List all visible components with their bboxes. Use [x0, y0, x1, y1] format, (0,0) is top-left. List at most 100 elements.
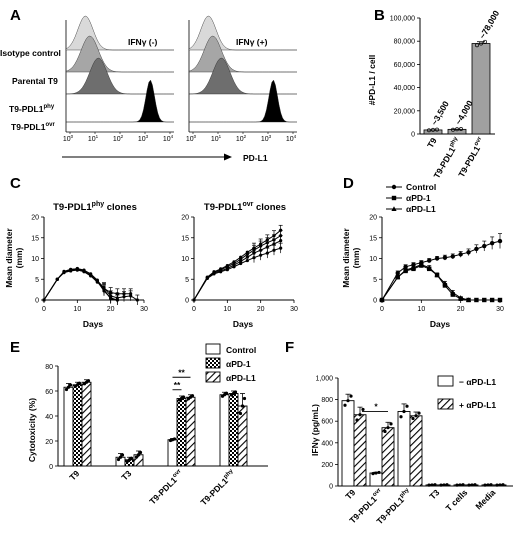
marker-circle [427, 258, 432, 263]
d-xlabel: Days [430, 319, 451, 329]
marker-circle [474, 246, 479, 252]
ytick-label: 0 [35, 298, 39, 305]
f-point [417, 411, 421, 415]
hist-peak-3 [189, 79, 297, 123]
f-point [343, 403, 347, 407]
f-point [483, 483, 487, 487]
e-point [116, 457, 121, 462]
marker-circle [225, 268, 229, 272]
marker-circle [135, 298, 139, 302]
legend-circle-icon [391, 184, 397, 190]
ytick-label: 20 [31, 215, 39, 222]
f-bar [341, 400, 355, 487]
ytick-label: 15 [369, 235, 377, 242]
marker-triangle [450, 289, 456, 295]
f-point [386, 426, 390, 430]
ytick-label: 0 [373, 298, 377, 305]
row-label-phy: T9-PDL1phy [9, 104, 55, 114]
legend-square-icon [391, 195, 397, 201]
c1-xlabel: Days [83, 319, 104, 329]
xtick-label: 30 [140, 306, 148, 313]
f-point [377, 470, 381, 475]
hist-peak-3 [66, 79, 174, 123]
f-legend-swatch [437, 398, 454, 410]
marker-circle [265, 245, 269, 249]
b-ytick-label: 20,000 [394, 108, 416, 115]
ytick-label: 20 [369, 215, 377, 222]
e-point [136, 453, 141, 457]
f-ylabel: IFNγ (pg/mL) [310, 404, 320, 456]
xtick-label: 30 [290, 306, 298, 313]
e-point [238, 411, 243, 416]
marker-triangle [403, 267, 409, 273]
series-line [43, 269, 131, 301]
marker-square [497, 297, 503, 303]
e-point [190, 394, 195, 398]
e-point [240, 404, 245, 408]
xtick-label: 20 [457, 306, 465, 313]
ytick-label: 0 [185, 298, 189, 305]
chart-c-ovr: 0 5 10 15 20 0 10 20 30 [181, 215, 298, 314]
e-point [224, 391, 229, 395]
f-ytick-label: 400 [321, 440, 333, 447]
f-point [486, 483, 490, 487]
f-point [405, 404, 409, 408]
f-point [461, 483, 465, 487]
marker-circle [122, 295, 126, 299]
f-point [371, 472, 375, 476]
marker-circle [192, 298, 196, 302]
marker-circle [95, 279, 99, 283]
f-category-label: T3 [427, 487, 441, 501]
f-point [455, 483, 459, 487]
e-bar [63, 386, 74, 467]
e-legend-swatch [205, 371, 221, 383]
series-line [381, 240, 501, 301]
panel-b-label: B [374, 7, 385, 24]
row-label-isotype: Isotype control [0, 48, 61, 58]
f-point [389, 422, 393, 426]
panel-e-label: E [10, 339, 20, 356]
marker-circle [466, 250, 471, 255]
histogram-ifng-neg: 100 101 102 103 104 [63, 15, 174, 143]
hist-tick-label: 100 [63, 134, 74, 143]
c-ylabel-line2: (mm) [14, 247, 24, 268]
d-ylabel-line2: (mm) [351, 247, 361, 268]
e-point [66, 385, 71, 389]
f-point [458, 483, 462, 487]
f-point [361, 407, 365, 412]
marker-square [482, 297, 487, 303]
f-point [346, 399, 350, 403]
marker-circle [55, 277, 59, 281]
marker-circle [82, 269, 86, 273]
f-ytick-label: 0 [329, 484, 333, 491]
panel-a-label: A [10, 7, 21, 24]
ytick-label: 15 [31, 235, 39, 242]
marker-circle [212, 272, 216, 276]
e-ytick-label: 0 [49, 464, 53, 471]
e-ytick-label: 40 [45, 414, 53, 421]
chart-b: 020,00040,00060,00080,000100,000~3,500T9… [390, 8, 502, 180]
xtick-label: 0 [42, 306, 46, 313]
b-annotation: ~78,000 [477, 8, 501, 40]
marker-circle [245, 258, 249, 263]
panel-d: D Mean diameter (mm) 0 5 10 15 20 0 10 20 30 Cont… [341, 175, 504, 329]
b-category-label: T9 [425, 136, 439, 150]
legend-triangle-icon [391, 206, 397, 211]
hist-tick-label: 103 [261, 134, 272, 143]
series-line [43, 267, 118, 301]
f-point [498, 483, 502, 487]
marker-circle [272, 248, 276, 252]
b-ytick-label: 0 [411, 132, 415, 139]
f-category-label: T9 [343, 487, 357, 501]
marker-circle [279, 228, 283, 232]
legend-label: Control [406, 182, 436, 192]
b-bar [447, 128, 467, 135]
b-ylabel: #PD-L1 / cell [367, 55, 377, 106]
marker-circle [69, 267, 73, 271]
e-bar [228, 393, 239, 467]
marker-circle [102, 285, 106, 290]
hist-tick-label: 104 [163, 134, 174, 143]
marker-circle [272, 242, 276, 246]
f-legend-label: − αPD-L1 [459, 377, 496, 387]
